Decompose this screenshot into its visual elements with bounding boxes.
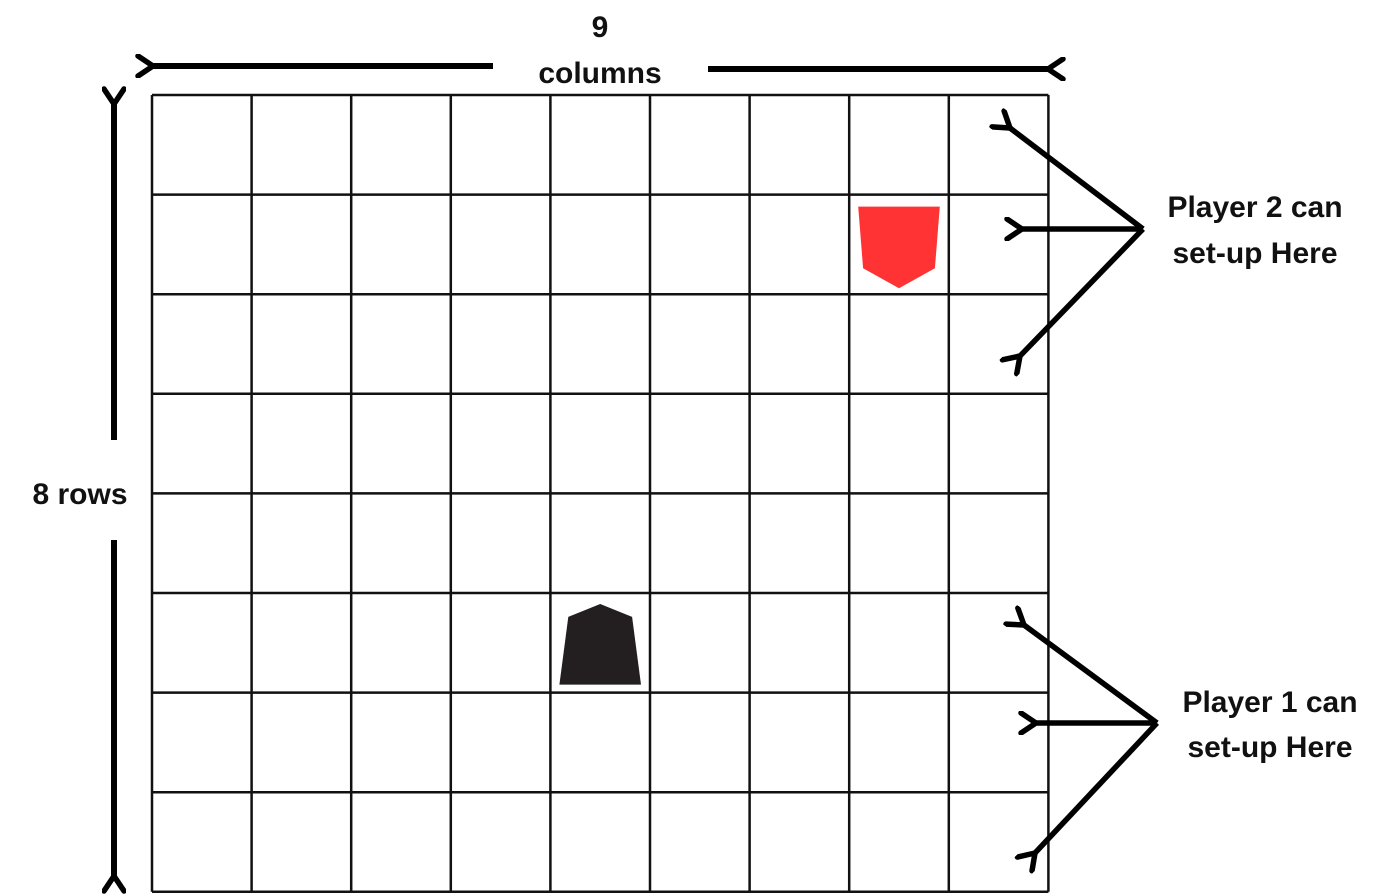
player-2-piece xyxy=(858,206,940,289)
player-1-setup-arrows xyxy=(1024,625,1160,853)
player-1-setup-label-line1: Player 1 can xyxy=(1182,686,1358,719)
player-2-setup-label-line2: set-up Here xyxy=(1172,237,1338,270)
columns-word-label: columns xyxy=(538,57,662,90)
rows-label: 8 rows xyxy=(32,478,128,511)
columns-count-label: 9 xyxy=(591,11,609,44)
pieces-layer xyxy=(559,206,940,685)
player-2-setup-arrows xyxy=(1010,128,1145,356)
board-grid xyxy=(150,93,1050,894)
columns-dimension-arrow xyxy=(153,66,1048,69)
player-1-piece xyxy=(559,604,641,685)
player-1-setup-label-line2: set-up Here xyxy=(1187,731,1353,764)
player-2-setup-label-line1: Player 2 can xyxy=(1167,191,1343,224)
